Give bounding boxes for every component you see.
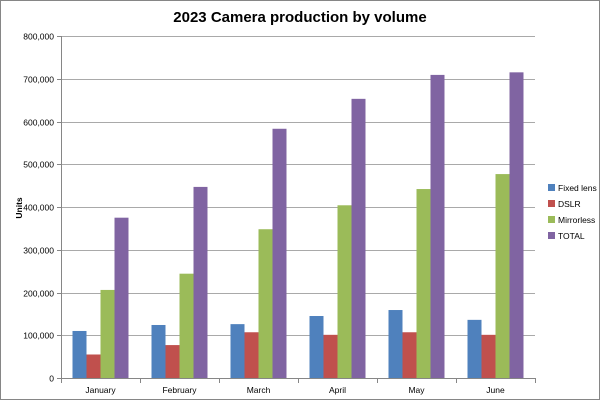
bar-dslr-march [244, 332, 259, 378]
bar-fixed-lens-april [309, 316, 324, 378]
bar-dslr-june [481, 334, 496, 378]
legend-swatch [548, 232, 555, 239]
legend-label: TOTAL [558, 231, 585, 241]
x-tick-label: January [85, 385, 116, 395]
gridlines [61, 36, 535, 336]
bar-dslr-april [323, 334, 338, 378]
bar-mirrorless-may [416, 189, 431, 378]
legend-label: Fixed lens [558, 183, 597, 193]
legend: Fixed lens DSLR Mirrorless TOTAL [548, 183, 597, 241]
bar-mirrorless-february [179, 273, 194, 378]
legend-swatch [548, 184, 555, 191]
y-tick-label: 100,000 [23, 331, 54, 341]
x-tick-label: March [247, 385, 271, 395]
bars [72, 72, 524, 379]
y-tick-label: 0 [49, 374, 54, 384]
bar-fixed-lens-january [72, 330, 87, 378]
bar-dslr-may [402, 332, 417, 378]
bar-total-june [509, 72, 524, 379]
x-tick-label: May [408, 385, 425, 395]
bar-dslr-january [86, 354, 101, 378]
bar-mirrorless-april [337, 205, 352, 378]
legend-swatch [548, 200, 555, 207]
bar-total-march [272, 128, 287, 378]
bar-dslr-february [165, 345, 180, 378]
bar-fixed-lens-march [230, 324, 245, 378]
y-tick-label: 700,000 [23, 75, 54, 85]
bar-fixed-lens-may [388, 310, 403, 378]
legend-label: Mirrorless [558, 215, 595, 225]
axes: 0 100,000 200,000 300,000 400,000 500,000 600,… [23, 32, 536, 395]
bar-total-april [351, 98, 366, 378]
legend-swatch [548, 216, 555, 223]
legend-label: DSLR [558, 199, 581, 209]
y-tick-label: 200,000 [23, 289, 54, 299]
y-tick-label: 800,000 [23, 32, 54, 42]
y-tick-label: 600,000 [23, 118, 54, 128]
bar-fixed-lens-june [467, 319, 482, 378]
bar-mirrorless-june [495, 174, 510, 378]
x-tick-label: February [162, 385, 197, 395]
y-axis-label: Units [14, 197, 24, 219]
y-tick-label: 500,000 [23, 160, 54, 170]
chart-title: 2023 Camera production by volume [173, 9, 426, 26]
bar-mirrorless-march [258, 229, 273, 378]
y-tick-label: 300,000 [23, 246, 54, 256]
y-tick-label: 400,000 [23, 203, 54, 213]
x-tick-label: April [329, 385, 346, 395]
bar-mirrorless-january [100, 289, 115, 378]
bar-total-may [430, 74, 445, 378]
x-tick-label: June [486, 385, 505, 395]
bar-total-january [114, 217, 129, 378]
bar-fixed-lens-february [151, 324, 166, 378]
bar-total-february [193, 186, 208, 378]
